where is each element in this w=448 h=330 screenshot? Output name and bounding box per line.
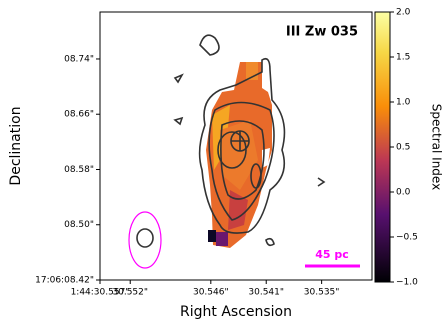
- colorbar-tick-label: 1.0: [396, 98, 411, 108]
- colorbar-tick-label: 1.5: [396, 53, 410, 63]
- x-tick-label: 30.552": [112, 288, 148, 298]
- colorbar: [374, 11, 391, 283]
- y-axis-label: Declination: [8, 106, 24, 185]
- y-tick-label: 17:06:08.42": [35, 276, 94, 286]
- plot-frame: [99, 11, 373, 281]
- colorbar-tick-label: −0.5: [396, 233, 418, 243]
- colorbar-tick-label: 2.0: [396, 8, 411, 18]
- y-tick-label: 08.58": [64, 165, 94, 175]
- y-tick-label: 08.74": [64, 54, 94, 64]
- y-tick-label: 08.66": [64, 110, 94, 120]
- chart-title: III Zw 035: [286, 25, 358, 40]
- contours: [136, 34, 326, 248]
- x-tick-label: 30.535": [304, 288, 340, 298]
- x-tick-label: 1:44:30.557": [71, 288, 130, 298]
- x-tick-label: 30.541": [248, 288, 284, 298]
- colorbar-label: Spectral Index: [430, 104, 444, 190]
- colorbar-tick-label: −1.0: [396, 278, 418, 288]
- colorbar-tick-label: 0.5: [396, 143, 410, 153]
- colorbar-tick-label: 0.0: [396, 188, 411, 198]
- beam: [128, 211, 162, 269]
- image-map: [206, 62, 272, 248]
- x-tick-label: 30.546": [193, 288, 229, 298]
- y-tick-label: 08.50": [64, 220, 94, 230]
- x-axis-label: Right Ascension: [180, 304, 292, 320]
- scale-bar-label: 45 pc: [315, 248, 349, 261]
